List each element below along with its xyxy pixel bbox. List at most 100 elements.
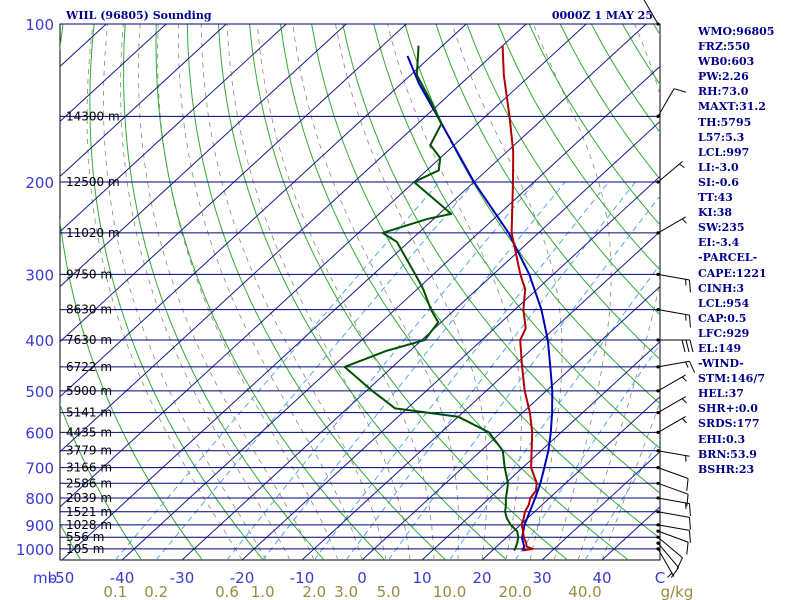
index-value: SHR+:0.0: [698, 402, 758, 416]
wind-barb: [656, 272, 691, 293]
index-value: SI:-0.6: [698, 175, 739, 189]
wind-barb: [656, 496, 691, 516]
index-value: MAXT:31.2: [698, 100, 766, 114]
wind-barb: [656, 161, 685, 184]
dry-adiabat-line: [249, 24, 568, 560]
dry-adiabat-line: [497, 24, 660, 271]
index-value: LI:-3.0: [698, 160, 739, 174]
index-value: EI:-3.4: [698, 236, 740, 250]
temperature-tick-label: -10: [290, 569, 315, 587]
mixing-ratio-label: 5.0: [377, 583, 401, 600]
mixing-ratio-line: [262, 181, 566, 560]
moist-adiabat-line: [200, 24, 387, 560]
index-value: CINH:3: [698, 281, 745, 295]
pressure-tick-label: 300: [25, 266, 54, 284]
isotherm-line: [60, 24, 527, 453]
dry-adiabat-line: [404, 24, 660, 405]
index-value: LCL:954: [698, 296, 750, 310]
moist-adiabat-line: [177, 24, 363, 560]
pressure-axis-labels: 100 200 300 400 500 600 700 800 900 1000: [16, 16, 54, 559]
index-value: CAP:0.5: [698, 311, 747, 325]
index-value: LCL:997: [698, 145, 750, 159]
temperature-trace: [501, 45, 538, 552]
wind-barb: [656, 374, 687, 393]
dry-adiabat-line: [186, 24, 447, 560]
dry-adiabat-line: [342, 24, 660, 494]
mixing-ratio-line: [226, 181, 536, 560]
dry-adiabat-line: [60, 24, 203, 560]
profiles: [343, 45, 554, 552]
mixing-ratio-label: 0.6: [215, 583, 239, 600]
height-label: 2586 m: [66, 476, 112, 490]
height-label: 14300 m: [66, 109, 120, 123]
wind-barb: [656, 535, 683, 570]
mixing-ratio-line: [313, 181, 610, 560]
index-value: TH:5795: [698, 115, 752, 129]
pressure-tick-label: 200: [25, 174, 54, 192]
wind-barb: [656, 88, 687, 118]
height-label: 7630 m: [66, 333, 112, 347]
temperature-tick-label: -30: [170, 569, 195, 587]
temperature-tick-label: 30: [532, 569, 551, 587]
index-value: SW:235: [698, 221, 745, 235]
moist-adiabat-line: [138, 24, 315, 560]
mixing-ratio-line: [155, 181, 475, 560]
moist-adiabat-line: [157, 24, 339, 560]
height-label: 3779 m: [66, 444, 112, 458]
isotherm-line: [60, 24, 287, 233]
dewpoint-trace: [343, 45, 520, 552]
index-value: EL:149: [698, 341, 742, 355]
dry-adiabat-line: [435, 24, 660, 360]
isotherm-line: [60, 24, 167, 123]
wind-barbs: [643, 0, 696, 578]
mixing-ratio-label: 3.0: [334, 583, 358, 600]
wind-barb: [656, 338, 694, 353]
isotherm-line: [421, 340, 660, 560]
mixing-ratio-label: 20.0: [498, 583, 531, 600]
height-label: 1028 m: [66, 518, 112, 532]
index-value: HEL:37: [698, 387, 744, 401]
wind-barb: [656, 529, 689, 555]
index-value: WB0:603: [698, 55, 755, 69]
moist-adiabat-line: [103, 24, 267, 560]
index-value: SRDS:177: [698, 417, 760, 431]
pressure-tick-label: 400: [25, 332, 54, 350]
index-value: -WIND-: [698, 357, 744, 371]
dry-adiabat-line: [217, 24, 508, 560]
isotherm-line: [181, 120, 660, 560]
moist-adiabat-line: [335, 24, 488, 560]
mixing-ratio-label: 0.1: [103, 583, 127, 600]
wind-barb: [656, 466, 689, 491]
height-label: 9750 m: [66, 267, 112, 281]
mixing-ratio-label: 10.0: [433, 583, 466, 600]
mixing-ratio-label: g/kg: [661, 583, 694, 600]
moist-adiabat-line: [120, 24, 291, 560]
moist-adiabat-line: [577, 24, 660, 560]
isotherm-line: [60, 24, 467, 398]
wind-barb: [656, 216, 687, 235]
isotherm-line: [0, 24, 46, 560]
station-title: WIIL (96805) Sounding: [65, 9, 212, 22]
isotherm-line: [61, 24, 647, 560]
isotherm-line: [121, 65, 660, 560]
sounding-indices-panel: WMO:96805 FRZ:550 WB0:603 PW:2.26 RH:73.0 MAX…: [698, 24, 798, 477]
pressure-tick-label: 600: [25, 424, 54, 442]
index-value: KI:38: [698, 206, 733, 220]
height-label: 6722 m: [66, 360, 112, 374]
mixing-ratio-label: 0.2: [144, 583, 168, 600]
index-value: -PARCEL-: [698, 251, 758, 265]
dry-adiabat-line: [123, 24, 325, 560]
wind-barb: [656, 449, 690, 462]
height-label: 2039 m: [66, 491, 112, 505]
pressure-tick-label: 900: [25, 517, 54, 535]
isobars: [60, 23, 660, 550]
height-label: 105 m: [66, 542, 104, 556]
index-value: WMO:96805: [698, 25, 775, 38]
mixing-ratio-line: [514, 343, 660, 560]
dry-adiabat-line: [60, 403, 143, 560]
temperature-tick-label: 40: [592, 569, 611, 587]
wind-barb: [656, 481, 689, 507]
moist-adiabat-line: [292, 24, 460, 560]
